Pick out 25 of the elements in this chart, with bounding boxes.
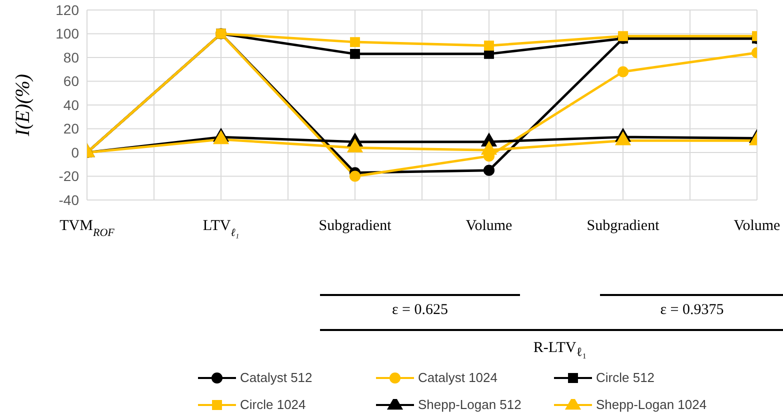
text: R-LTV$_{ℓ₁}$ — [533, 340, 587, 359]
y-tick-label: -40 — [58, 192, 80, 208]
x-tick-label: Subgradient — [586, 218, 660, 234]
y-tick-label: -20 — [58, 168, 80, 184]
x-tick-label: Volume — [734, 218, 781, 234]
legend-label: Circle 1024 — [240, 397, 306, 412]
y-tick-label: 20 — [63, 120, 80, 137]
y-tick-label: 80 — [63, 49, 80, 66]
legend-label: Shepp-Logan 512 — [418, 397, 522, 412]
x-tick-label: LTV$_{ℓ₁}$ — [202, 218, 240, 239]
y-tick-label: 40 — [63, 96, 80, 113]
x-tick-label: Subgradient — [318, 218, 392, 234]
y-tick-label: 0 — [71, 144, 80, 160]
x-tick-label: Volume — [466, 218, 513, 234]
legend-label: Catalyst 1024 — [418, 370, 498, 385]
y-tick-label: 100 — [56, 26, 80, 42]
y-axis-title: I(E)(%) — [12, 74, 34, 138]
y-tick-label: 120 — [56, 2, 80, 18]
x-tick-label: TVM$_{ROF}$ — [60, 218, 115, 239]
legend-label: Circle 512 — [596, 370, 655, 385]
text: ε = 0.625 — [392, 302, 448, 318]
y-tick-label: 60 — [63, 73, 80, 90]
legend-label: Catalyst 512 — [240, 370, 312, 385]
legend-label: Shepp-Logan 1024 — [596, 397, 707, 412]
text: ε = 0.9375 — [660, 302, 724, 318]
